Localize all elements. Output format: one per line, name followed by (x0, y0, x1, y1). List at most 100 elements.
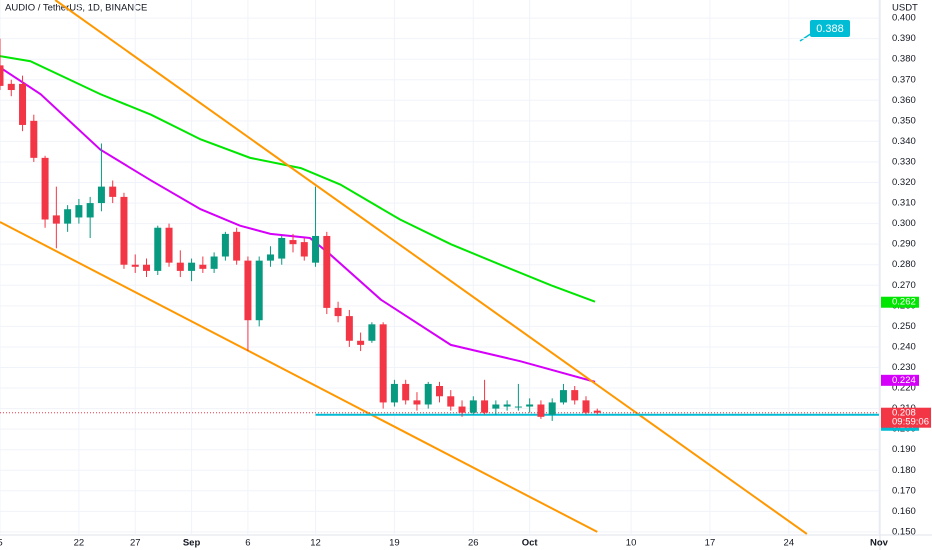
x-tick-label: Sep (183, 538, 201, 549)
candle-body (143, 264, 150, 271)
y-tick-label: 0.160 (892, 506, 916, 517)
candle-body (64, 209, 72, 224)
candle-body (503, 404, 511, 407)
candle-body (492, 404, 500, 409)
candle-body (75, 205, 83, 218)
candle-body (458, 406, 466, 413)
y-tick-label: 0.170 (892, 485, 916, 496)
candle-body (199, 264, 207, 269)
candle-body (131, 264, 139, 267)
candle-body (357, 340, 365, 345)
y-tick-label: 0.390 (892, 33, 916, 44)
plot-area (0, 0, 880, 535)
candle-body (481, 400, 489, 413)
candle-body (278, 238, 286, 259)
candle-body (19, 83, 27, 125)
annotation-box (810, 20, 850, 37)
indicator-line (0, 66, 596, 383)
candle-body (582, 400, 590, 413)
candle-body (413, 400, 421, 405)
y-tick-label: 0.320 (892, 177, 916, 188)
y-tick-label: 0.340 (892, 136, 916, 147)
price-tag (881, 296, 919, 308)
candle-body (548, 402, 556, 415)
annotation-text: 0.388 (816, 23, 844, 35)
candle-body (289, 240, 297, 245)
indicator-line (0, 221, 598, 533)
y-tick-label: 0.350 (892, 115, 916, 126)
currency-label: USDT (892, 3, 918, 14)
y-tick-label: 0.240 (892, 341, 916, 352)
candle-body (233, 231, 241, 261)
last-price-label: 0.208 (892, 408, 916, 419)
candle-body (469, 400, 477, 413)
x-tick-label: 26 (468, 538, 479, 549)
candle-body (30, 120, 38, 158)
candle-body (436, 385, 443, 397)
y-tick-label: 0.190 (892, 444, 916, 455)
y-tick-label: 0.300 (892, 218, 916, 229)
candle-body (323, 235, 331, 308)
candle-body (41, 157, 49, 220)
y-tick-label: 0.250 (892, 321, 916, 332)
x-tick-label: 27 (130, 538, 141, 549)
price-tag (881, 374, 919, 386)
candle-body (312, 235, 320, 263)
candle-body (402, 383, 410, 401)
candle-body (221, 233, 229, 257)
candle-body (300, 242, 308, 257)
indicator-line (0, 55, 596, 303)
candle-body (334, 307, 342, 317)
candle-body (176, 262, 184, 271)
candle-body (52, 215, 60, 224)
chart-title: AUDIO / TetherUS, 1D, BINANCE (5, 3, 147, 14)
candle-body (7, 83, 15, 91)
candle-body (97, 186, 105, 204)
candle-body (571, 390, 579, 401)
x-tick-label: 22 (74, 538, 85, 549)
candle-body (447, 396, 455, 407)
indicator-line (54, 0, 808, 535)
price-tag-label: 0.224 (892, 375, 916, 386)
candle-body (559, 390, 567, 403)
y-tick-label: 0.150 (892, 526, 916, 537)
last-price-tag (881, 407, 931, 428)
countdown-label: 09:59:06 (892, 417, 929, 428)
candle-body (154, 227, 162, 271)
y-tick-label: 0.290 (892, 239, 916, 250)
candle-body (266, 254, 274, 261)
candle-body (244, 260, 252, 321)
annotation: 0.388 (799, 20, 850, 42)
candle-body (0, 65, 4, 86)
y-tick-label: 0.330 (892, 156, 916, 167)
candle-body (86, 203, 94, 218)
x-tick-label: Nov (870, 538, 889, 549)
y-tick-label: 0.380 (892, 54, 916, 65)
candle-body (390, 383, 398, 403)
y-tick-label: 0.400 (892, 13, 916, 24)
x-tick-label: 10 (626, 538, 637, 549)
x-tick-label: 6 (245, 538, 250, 549)
x-tick-label: 5 (0, 538, 3, 549)
candle-body (424, 383, 432, 405)
y-tick-label: 0.220 (892, 383, 916, 394)
y-tick-label: 0.230 (892, 362, 916, 373)
x-tick-label: 12 (310, 538, 321, 549)
candle-body (593, 410, 601, 413)
candle-body (526, 404, 534, 407)
candle-body (120, 196, 128, 265)
x-tick-label: 19 (389, 538, 400, 549)
candle-body (379, 324, 387, 403)
candle-body (210, 256, 218, 269)
y-tick-label: 0.280 (892, 259, 916, 270)
candle-body (255, 260, 263, 321)
candle-body (165, 227, 173, 263)
x-tick-label: 24 (784, 538, 795, 549)
candle-body (345, 316, 353, 341)
price-tag-label: 0.262 (892, 297, 916, 308)
candle-body (368, 324, 376, 341)
y-tick-label: 0.370 (892, 74, 916, 85)
candle-body (537, 404, 545, 417)
